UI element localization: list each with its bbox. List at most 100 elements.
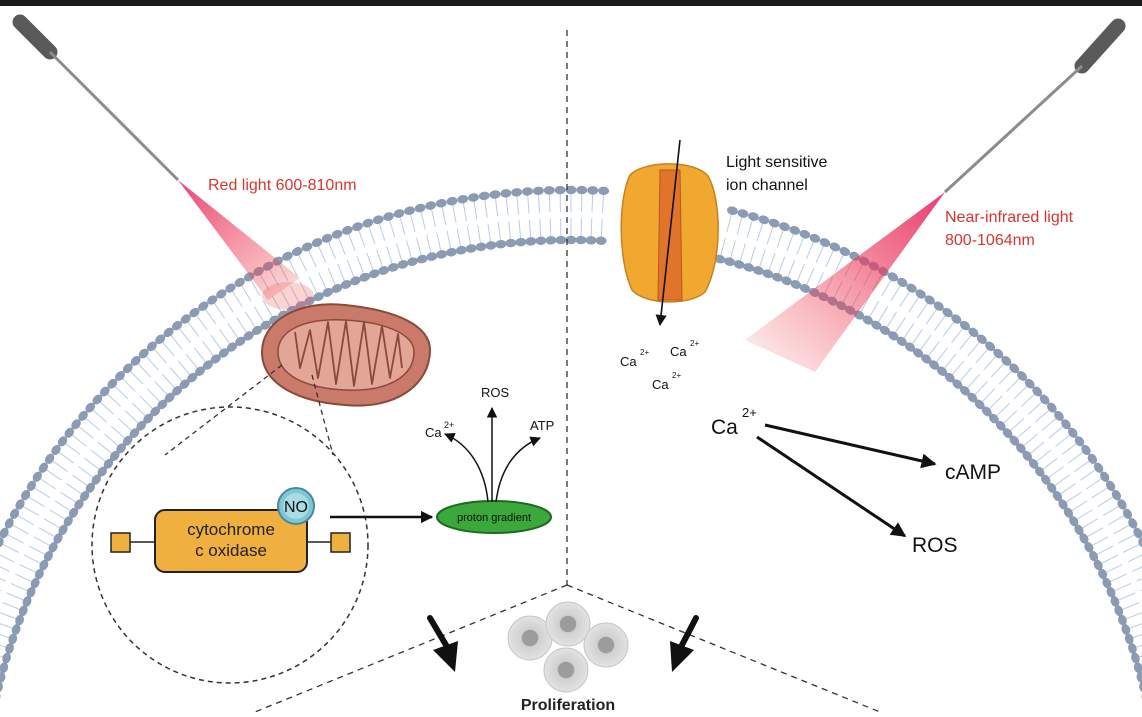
lipid-head: [544, 186, 555, 195]
lipid-head: [489, 190, 501, 200]
lipid-head: [723, 256, 736, 267]
lipid-head: [485, 241, 497, 251]
ca-label-left: Ca: [425, 425, 442, 440]
proliferating-cells: [508, 602, 628, 692]
lipid-head: [446, 196, 458, 206]
lipid-head: [426, 251, 439, 262]
lipid-head: [545, 236, 556, 245]
left-laser-probe: [20, 22, 178, 180]
lipid-head: [414, 203, 427, 214]
channel-label-line1: Light sensitive: [726, 154, 827, 171]
lipid-head: [1135, 671, 1142, 684]
lipid-head: [435, 249, 448, 260]
enzyme-label-line2: c oxidase: [195, 541, 267, 560]
nir-label-line1: Near-infrared light: [945, 209, 1074, 226]
lipid-head: [555, 236, 566, 245]
lipid-head: [587, 186, 598, 195]
lipid-head: [757, 214, 770, 225]
camp-label: cAMP: [945, 461, 1001, 484]
zoom-line-left: [165, 365, 282, 455]
lipid-head: [331, 228, 344, 240]
ca-sup-left: 2+: [444, 420, 454, 430]
ca-ion-3: Ca: [652, 377, 669, 392]
down-arrow-left: [430, 618, 446, 645]
lipid-tail: [0, 552, 14, 562]
lipid-head: [465, 243, 477, 253]
lipid-head: [535, 236, 546, 245]
lipid-head: [396, 259, 409, 270]
no-label: NO: [284, 499, 308, 516]
down-arrow-right: [682, 618, 696, 645]
lipid-tail: [1137, 572, 1142, 581]
lipid-head: [585, 236, 596, 245]
lipid-head: [467, 192, 479, 202]
lipid-head: [435, 198, 447, 208]
nir-label-line2: 800-1064nm: [945, 232, 1035, 249]
lipid-head: [455, 245, 467, 255]
ros-label-right: ROS: [912, 534, 958, 557]
top-bar: [0, 0, 1142, 6]
ros-label-left: ROS: [481, 385, 510, 400]
ca-ion-2: Ca: [670, 344, 687, 359]
lipid-head: [522, 187, 534, 196]
down-arrow-left-head: [433, 641, 458, 672]
ca-ion-3-sup: 2+: [672, 371, 681, 380]
lipid-head: [505, 238, 517, 247]
lipid-head: [747, 211, 760, 222]
ca-main-label: Ca: [711, 416, 738, 439]
lipid-head: [595, 236, 606, 245]
lipid-head: [798, 228, 811, 240]
beam-glow-left: [262, 282, 314, 310]
right-laser-probe: [945, 26, 1118, 192]
lipid-head: [403, 205, 416, 216]
atp-label: ATP: [530, 418, 554, 433]
ca-ion-2-sup: 2+: [690, 339, 699, 348]
lipid-head: [726, 205, 739, 216]
lipid-head: [416, 254, 429, 265]
lipid-head: [0, 546, 1, 560]
lipid-head: [768, 217, 781, 228]
lipid-head: [1138, 681, 1142, 694]
lipid-head: [515, 237, 527, 246]
enzyme-label-line1: cytochrome: [187, 520, 275, 539]
down-arrow-right-head: [670, 641, 694, 672]
lipid-head: [393, 208, 406, 219]
lipid-head: [351, 221, 364, 233]
lipid-head: [457, 194, 469, 204]
lipid-head: [533, 186, 544, 195]
lipid-head: [500, 189, 512, 198]
lipid-tail: [0, 562, 10, 571]
ca-main-sup: 2+: [742, 405, 757, 420]
mitochondrion: [262, 304, 430, 405]
lipid-head: [555, 186, 566, 195]
arrow-to-ca: [445, 434, 488, 502]
lipid-tail: [1132, 562, 1142, 571]
lipid-head: [778, 221, 791, 233]
lipid-head: [1, 652, 12, 665]
lipid-head: [1130, 652, 1141, 665]
lipid-head: [525, 237, 537, 246]
lipid-head: [598, 186, 609, 195]
lipid-head: [382, 211, 395, 222]
lipid-tail: [0, 572, 5, 581]
lipid-head: [737, 208, 750, 219]
lipid-head: [808, 232, 821, 244]
lipid-tail: [1128, 552, 1142, 562]
lipid-head: [788, 225, 801, 237]
lipid-head: [511, 188, 523, 197]
ca-ion-1: Ca: [620, 354, 637, 369]
lipid-head: [576, 186, 587, 195]
lipid-head: [361, 217, 374, 228]
lipid-tail: [0, 582, 1, 591]
lipid-head: [495, 239, 507, 249]
lipid-head: [320, 232, 333, 244]
lipid-head: [406, 256, 419, 267]
lipid-head: [341, 225, 354, 237]
proliferation-label: Proliferation: [521, 697, 615, 712]
lipid-head: [478, 191, 490, 201]
lipid-head: [733, 259, 746, 270]
ca-ion-1-sup: 2+: [640, 348, 649, 357]
lipid-head: [818, 237, 831, 249]
proton-gradient-label: proton gradient: [457, 512, 531, 524]
